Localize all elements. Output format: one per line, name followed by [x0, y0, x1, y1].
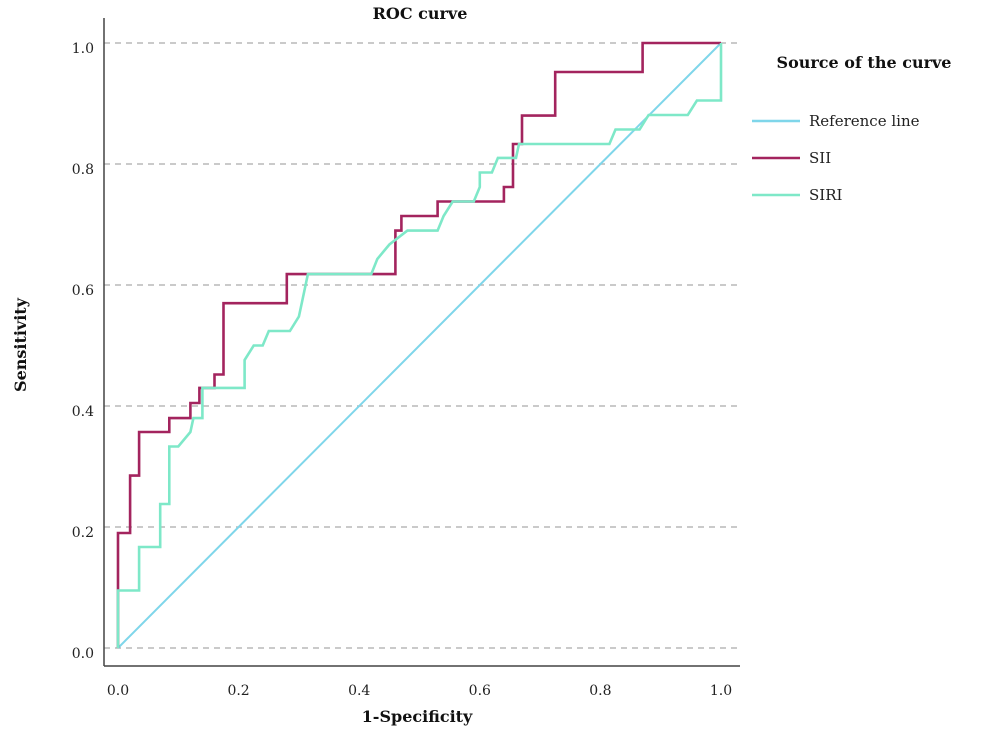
- legend-label: SII: [809, 149, 831, 167]
- legend-label: SIRI: [809, 186, 842, 204]
- series-line-siri: [116, 43, 723, 648]
- y-tick-label: 0.6: [72, 283, 94, 299]
- grid-lines: [104, 42, 740, 649]
- y-tick-label: 0.0: [72, 646, 94, 662]
- x-tick-label: 1.0: [710, 683, 732, 699]
- series-lines: [116, 41, 723, 649]
- legend-title: Source of the curve: [777, 53, 952, 72]
- series-line-sii: [116, 41, 721, 648]
- legend: Source of the curve Reference line SII SIR…: [752, 53, 951, 204]
- y-tick-label: 1.0: [72, 41, 94, 57]
- x-axis-label: 1-Specificity: [362, 707, 473, 726]
- y-axis-label: Sensitivity: [11, 297, 30, 392]
- x-tick-label: 0.0: [107, 683, 129, 699]
- chart-title: ROC curve: [373, 4, 468, 23]
- series-line-reference-line: [117, 42, 722, 649]
- y-tick-label: 0.2: [72, 525, 94, 541]
- x-tick-label: 0.4: [348, 683, 370, 699]
- x-tick-label: 0.6: [469, 683, 491, 699]
- x-tick-label: 0.2: [227, 683, 249, 699]
- y-tick-label: 0.8: [72, 162, 94, 178]
- tick-labels: 0.0 0.2 0.4 0.6 0.8 1.0 0.0 0.2 0.4 0.6 0.8 1.0: [72, 41, 732, 699]
- axes: [103, 18, 740, 667]
- y-tick-label: 0.4: [72, 404, 94, 420]
- x-tick-label: 0.8: [589, 683, 611, 699]
- legend-label: Reference line: [809, 112, 920, 130]
